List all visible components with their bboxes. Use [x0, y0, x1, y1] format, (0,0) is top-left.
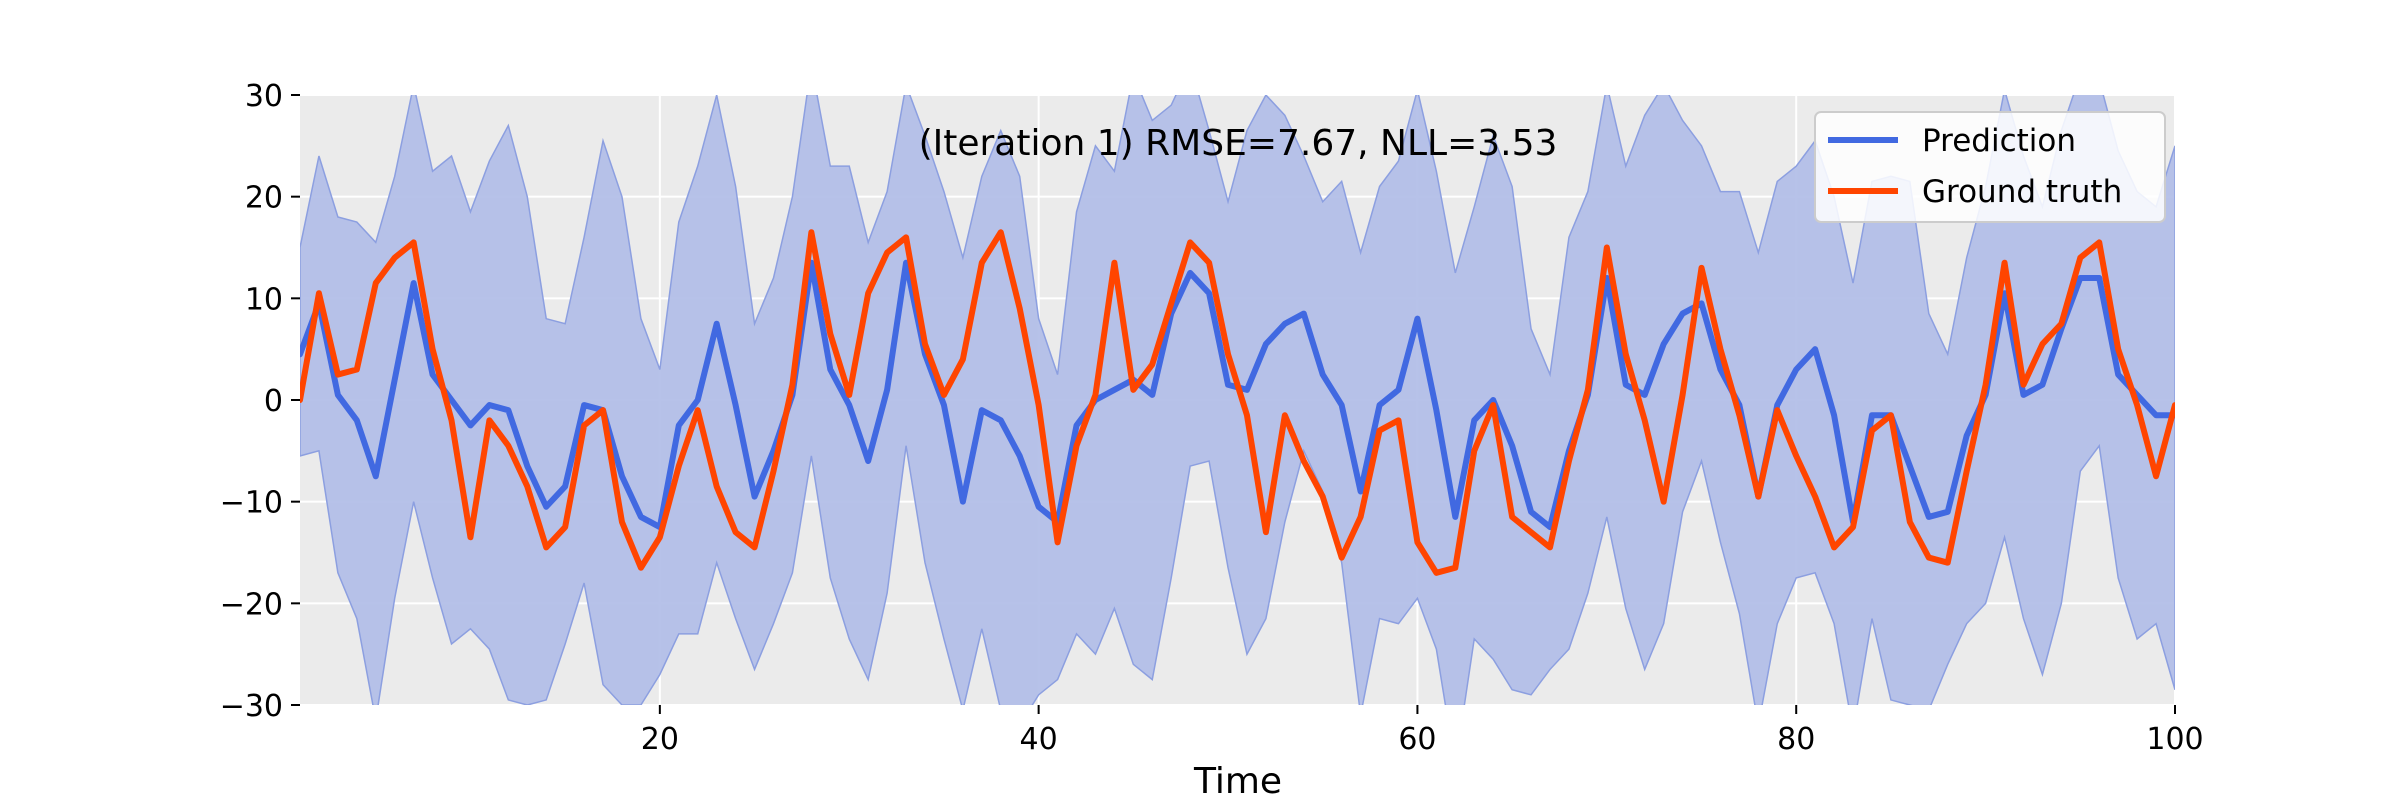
series-line-ground-truth [300, 229, 2175, 576]
legend: Prediction Ground truth [1814, 111, 2166, 223]
legend-box [1814, 111, 2166, 223]
x-tick-label: 80 [1777, 722, 1815, 757]
axis-ticks: 20 40 60 80 100 −30 −20 −10 0 10 20 30 [220, 79, 2204, 757]
y-tick-label: 10 [245, 282, 283, 317]
y-tick-label: 0 [264, 384, 283, 419]
series-lines-layer [300, 229, 2175, 576]
x-tick-label: 60 [1398, 722, 1436, 757]
x-tick-label: 100 [2146, 722, 2203, 757]
uncertainty-band [300, 95, 2175, 705]
legend-label-ground-truth: Ground truth [1922, 174, 2122, 210]
uncertainty-band-layer [300, 95, 2175, 705]
y-tick-label: −30 [220, 689, 283, 724]
x-axis-label: Time [1193, 761, 1282, 800]
y-tick-label: −20 [220, 587, 283, 622]
x-tick-label: 20 [641, 722, 679, 757]
y-tick-label: −10 [220, 486, 283, 521]
legend-label-prediction: Prediction [1922, 123, 2076, 159]
chart-title: (Iteration 1) RMSE=7.67, NLL=3.53 [919, 123, 1558, 164]
y-tick-label: 20 [245, 181, 283, 216]
x-tick-label: 40 [1020, 722, 1058, 757]
y-tick-label: 30 [245, 79, 283, 114]
